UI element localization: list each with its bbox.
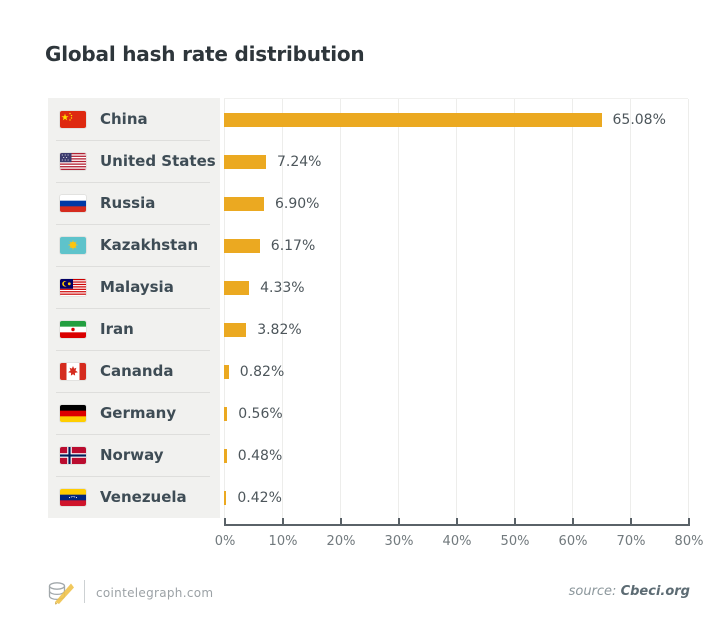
bar-my bbox=[224, 281, 250, 295]
country-label: Venezuela bbox=[100, 488, 187, 506]
gridline bbox=[282, 99, 283, 525]
footer-divider bbox=[84, 580, 85, 603]
footer-source-text: source: Cbeci.org bbox=[569, 584, 690, 599]
country-row: China bbox=[48, 98, 220, 140]
axis-tick bbox=[514, 518, 516, 524]
country-row: United States bbox=[48, 140, 220, 182]
country-row: Venezuela bbox=[48, 476, 220, 518]
us-flag-icon bbox=[60, 152, 86, 170]
gridline bbox=[398, 99, 399, 525]
axis-tick bbox=[398, 518, 400, 524]
axis-tick-label: 10% bbox=[268, 534, 298, 549]
ca-flag-icon bbox=[60, 362, 86, 380]
footer-site-text: cointelegraph.com bbox=[96, 586, 214, 600]
no-flag-icon bbox=[60, 446, 86, 464]
country-label: Russia bbox=[100, 194, 156, 212]
country-panel: China United States Russia Kazakhstan Malays… bbox=[48, 98, 220, 518]
bar-value-label: 0.82% bbox=[239, 364, 285, 380]
gridline bbox=[630, 99, 631, 525]
bar-value-label: 3.82% bbox=[257, 322, 302, 338]
country-label: Norway bbox=[100, 446, 164, 464]
kz-flag-icon bbox=[60, 236, 86, 254]
country-label: Cananda bbox=[100, 362, 174, 380]
axis-tick-label: 40% bbox=[442, 534, 472, 549]
gridline bbox=[340, 99, 341, 525]
country-label: Kazakhstan bbox=[100, 236, 199, 254]
bar-kz bbox=[224, 239, 260, 253]
country-row: Russia bbox=[48, 182, 220, 224]
country-label: Malaysia bbox=[100, 278, 174, 296]
source-name: Cbeci.org bbox=[620, 584, 690, 599]
plot-area: 65.08% 7.24% 6.90% 6.17% 4.33% 3.82% 0.82% 0.56… bbox=[224, 98, 689, 525]
bar-value-label: 6.90% bbox=[275, 196, 320, 212]
bar-value-label: 0.56% bbox=[238, 406, 283, 422]
bar-ve bbox=[224, 491, 227, 505]
country-row: Iran bbox=[48, 308, 220, 350]
bar-value-label: 0.42% bbox=[237, 490, 282, 506]
country-row: Malaysia bbox=[48, 266, 220, 308]
country-row: Norway bbox=[48, 434, 220, 476]
axis-tick-label: 70% bbox=[616, 534, 646, 549]
country-row: Germany bbox=[48, 392, 220, 434]
ve-flag-icon bbox=[60, 488, 86, 506]
footer: cointelegraph.com source: Cbeci.org bbox=[0, 576, 704, 616]
axis-tick bbox=[630, 518, 632, 524]
country-label: Iran bbox=[100, 320, 134, 338]
bar-value-label: 65.08% bbox=[612, 112, 666, 128]
de-flag-icon bbox=[60, 404, 86, 422]
my-flag-icon bbox=[60, 278, 86, 296]
cn-flag-icon bbox=[60, 110, 86, 128]
axis-tick-label: 50% bbox=[500, 534, 530, 549]
ir-flag-icon bbox=[60, 320, 86, 338]
axis-tick bbox=[340, 518, 342, 524]
gridline bbox=[224, 99, 225, 525]
gridline bbox=[514, 99, 515, 525]
axis-tick-label: 0% bbox=[214, 534, 236, 549]
axis-tick bbox=[282, 518, 284, 524]
gridline bbox=[456, 99, 457, 525]
source-prefix: source: bbox=[568, 584, 617, 599]
bar-value-label: 7.24% bbox=[277, 154, 322, 170]
bar-value-label: 4.33% bbox=[260, 280, 305, 296]
country-row: Kazakhstan bbox=[48, 224, 220, 266]
gridline bbox=[572, 99, 573, 525]
axis-tick bbox=[224, 518, 226, 524]
axis-tick-label: 80% bbox=[674, 534, 704, 549]
axis-tick-label: 30% bbox=[384, 534, 414, 549]
gridline bbox=[688, 99, 689, 525]
country-row: Cananda bbox=[48, 350, 220, 392]
axis-tick bbox=[456, 518, 458, 524]
bar-ca bbox=[224, 365, 229, 379]
ru-flag-icon bbox=[60, 194, 86, 212]
country-label: United States bbox=[100, 152, 216, 170]
axis-tick bbox=[688, 518, 690, 524]
bar-no bbox=[224, 449, 227, 463]
axis-tick bbox=[572, 518, 574, 524]
bar-ru bbox=[224, 197, 264, 211]
country-label: China bbox=[100, 110, 148, 128]
bar-cn bbox=[224, 113, 602, 127]
bar-de bbox=[224, 407, 228, 421]
country-label: Germany bbox=[100, 404, 177, 422]
page-title: Global hash rate distribution bbox=[45, 42, 365, 66]
x-axis: 0% 10% 20% 30% 40% 50% 60% 70% 80% bbox=[215, 518, 703, 549]
bar-value-label: 6.17% bbox=[270, 238, 316, 254]
bar-value-label: 0.48% bbox=[237, 448, 283, 464]
axis-tick-label: 60% bbox=[558, 534, 588, 549]
cointelegraph-logo-icon bbox=[46, 579, 76, 611]
bar-us bbox=[224, 155, 266, 169]
axis-tick-label: 20% bbox=[326, 534, 356, 549]
bar-ir bbox=[224, 323, 247, 337]
